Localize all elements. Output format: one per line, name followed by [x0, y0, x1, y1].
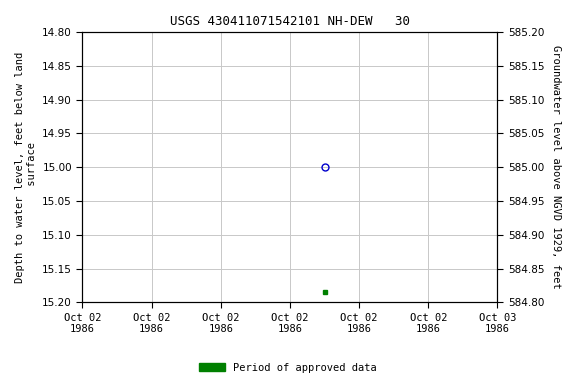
- Y-axis label: Groundwater level above NGVD 1929, feet: Groundwater level above NGVD 1929, feet: [551, 45, 561, 289]
- Title: USGS 430411071542101 NH-DEW   30: USGS 430411071542101 NH-DEW 30: [170, 15, 410, 28]
- Legend: Period of approved data: Period of approved data: [195, 359, 381, 377]
- Y-axis label: Depth to water level, feet below land
 surface: Depth to water level, feet below land su…: [15, 51, 37, 283]
